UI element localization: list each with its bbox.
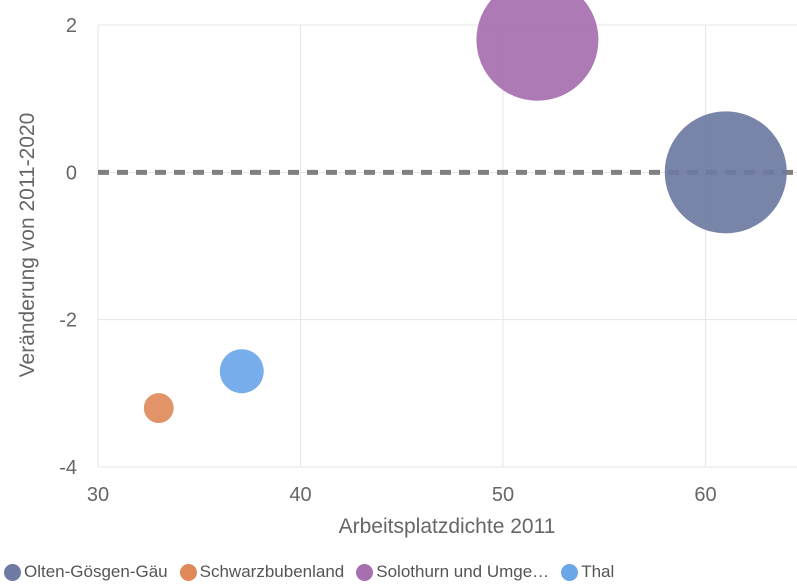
x-tick-label: 40 [289,484,311,506]
grid [97,24,797,468]
legend-label: Schwarzbubenland [199,562,345,581]
legend-label: Olten-Gösgen-Gäu [24,562,168,581]
x-tick-label: 30 [87,484,109,506]
legend-label: Solothurn und Umge… [376,562,550,581]
legend-label: Thal [581,562,615,581]
y-axis-title: Veränderung von 2011-2020 [16,113,39,378]
bubbles [143,0,787,424]
legend-item[interactable]: Thal [561,562,614,582]
x-tick-label: 60 [694,484,716,506]
bubble [143,393,174,424]
legend-swatch [561,563,579,581]
legend-swatch [356,563,374,581]
bubble-chart: 30 40 50 60 -4-202 Arbeitsplatzdichte 2011 … [16,0,797,538]
bubble [476,0,599,101]
legend: Olten-Gösgen-Gäu Schwarzbubenland Solothur… [0,560,797,584]
legend-item[interactable]: Olten-Gösgen-Gäu [4,562,168,582]
bubble [664,111,787,234]
bubble [219,349,264,394]
x-tick-labels: 30 40 50 60 [87,484,717,506]
legend-item[interactable]: Schwarzbubenland [179,562,345,582]
x-axis-title: Arbeitsplatzdichte 2011 [339,515,556,538]
y-tick-label: -4 [59,457,77,479]
y-tick-label: 2 [66,15,77,37]
legend-swatch [4,563,21,581]
y-tick-label: 0 [66,162,77,184]
y-tick-labels: -4 -2 0 2 [59,15,77,479]
legend-item[interactable]: Solothurn und Umge… [356,562,549,582]
x-tick-label: 50 [492,484,514,506]
legend-swatch [179,563,197,581]
y-tick-label: -2 [59,310,77,332]
